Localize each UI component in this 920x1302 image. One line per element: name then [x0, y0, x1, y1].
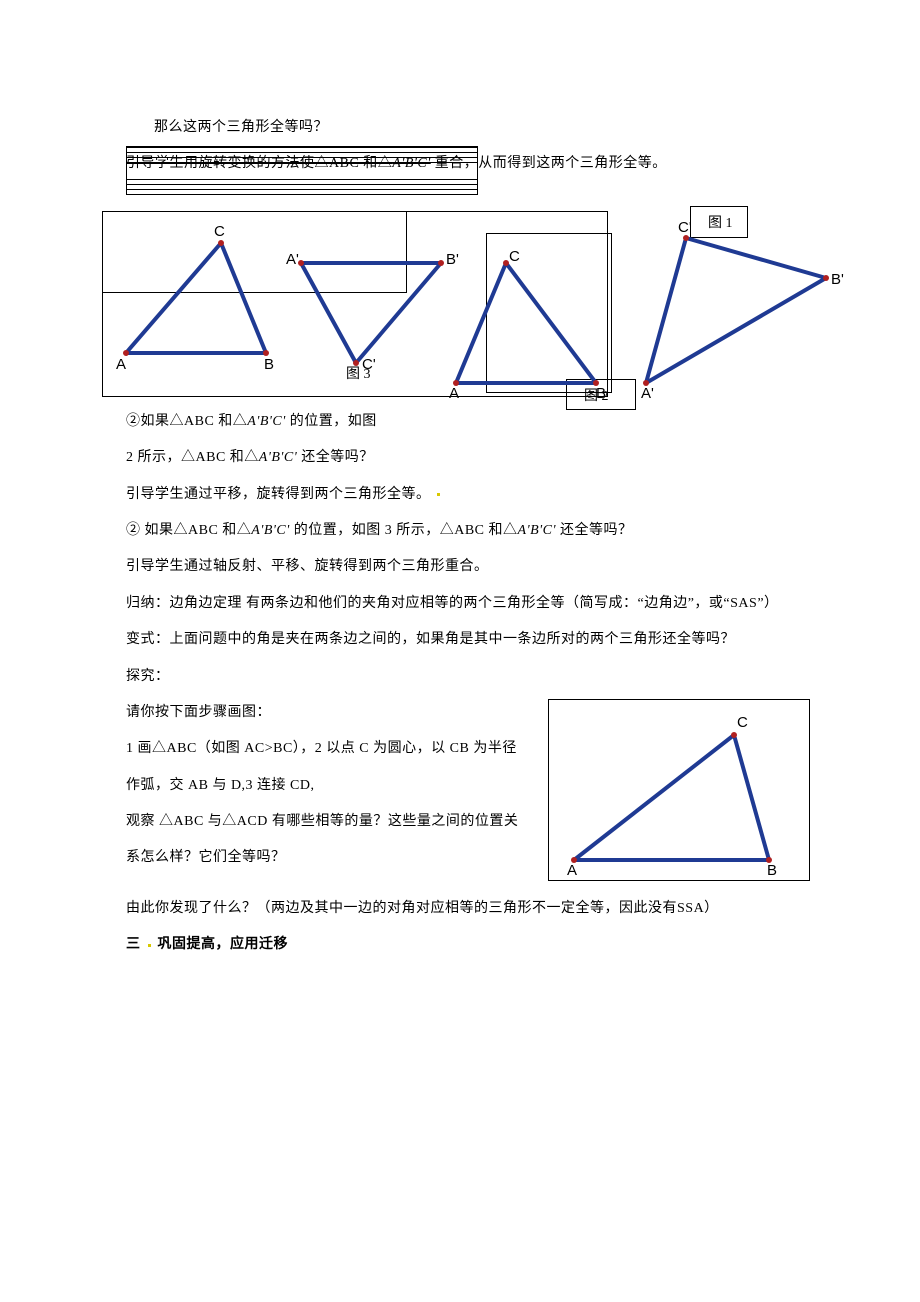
para-position-fig2-a: ②如果△ABC 和△A'B'C' 的位置，如图 — [126, 404, 810, 440]
para-question: 那么这两个三角形全等吗？ — [126, 110, 810, 146]
para-variant: 变式：上面问题中的角是夹在两条边之间的，如果角是其中一条边所对的两个三角形还全等… — [126, 622, 810, 658]
para-sas-theorem: 归纳：边角边定理 有两条边和他们的夹角对应相等的两个三角形全等（简写成：“边角边… — [126, 586, 810, 622]
figure-number-3: 图 3 — [346, 363, 371, 383]
text-segment: ② 如果△ABC 和△ — [126, 523, 251, 538]
vertex-label-Bprime2: B' — [831, 271, 844, 288]
math-abc-prime: A'B'C' — [259, 450, 297, 465]
vertex-label-Bprime: B' — [446, 251, 459, 268]
vertex-label-C2: C — [509, 248, 520, 265]
vertex-label-C: C — [214, 223, 225, 240]
right-triangle-svg — [549, 700, 809, 880]
text-segment: 三 — [126, 937, 141, 952]
text-segment: 巩固提高，应用迁移 — [158, 937, 289, 952]
para-position-fig2-b: 2 所示，△ABC 和△A'B'C' 还全等吗？ — [126, 440, 810, 476]
vertex-label-Cprime2: C' — [678, 219, 692, 236]
vertex-label-B: B — [264, 356, 274, 373]
text-segment: 引导学生通过平移，旋转得到两个三角形全等。 — [126, 487, 431, 502]
text-segment: 的位置，如图 3 所示，△ABC 和△ — [294, 523, 518, 538]
para-conclusion-ssa: 由此你发现了什么？（两边及其中一边的对角对应相等的三角形不一定全等，因此没有SS… — [126, 891, 810, 927]
triangle-figure-block: A B C A' B' C' A B C A' B' C' 图 1 图 2 图 … — [106, 193, 836, 398]
math-abc-prime: A'B'C' — [247, 414, 285, 429]
vertex-label-A: A — [116, 356, 126, 373]
vertex-label-rB: B — [767, 862, 777, 879]
para-translate-rotate: 引导学生通过平移，旋转得到两个三角形全等。 — [126, 477, 810, 513]
text-segment: 的位置，如图 — [290, 414, 377, 429]
para-reflection: 引导学生通过轴反射、平移、旋转得到两个三角形重合。 — [126, 549, 810, 585]
para-explore-heading: 探究： — [126, 659, 810, 695]
text-segment: 还全等吗？ — [301, 450, 374, 465]
math-abc-prime: A'B'C' — [518, 523, 556, 538]
vertex-label-rC: C — [737, 714, 748, 731]
figure-number-2: 图 2 — [584, 385, 609, 405]
yellow-marker-icon — [148, 944, 151, 947]
text-segment: 2 所示，△ABC 和△ — [126, 450, 259, 465]
text-segment: ②如果△ABC 和△ — [126, 414, 247, 429]
vertex-label-Aprime2: A' — [641, 385, 654, 402]
vertex-label-A2: A — [449, 385, 459, 402]
math-abc-prime: A'B'C' — [251, 523, 289, 538]
vertex-label-rA: A — [567, 862, 577, 879]
right-triangle-figure: A B C — [548, 699, 810, 881]
para-position-fig3: ② 如果△ABC 和△A'B'C' 的位置，如图 3 所示，△ABC 和△A'B… — [126, 513, 810, 549]
text-segment: 还全等吗？ — [560, 523, 633, 538]
vertex-label-Aprime: A' — [286, 251, 299, 268]
section-heading-3: 三 巩固提高，应用迁移 — [126, 927, 810, 963]
figure-number-1: 图 1 — [708, 212, 733, 232]
yellow-marker-icon — [437, 493, 440, 496]
ruled-overlay-box — [126, 146, 478, 195]
